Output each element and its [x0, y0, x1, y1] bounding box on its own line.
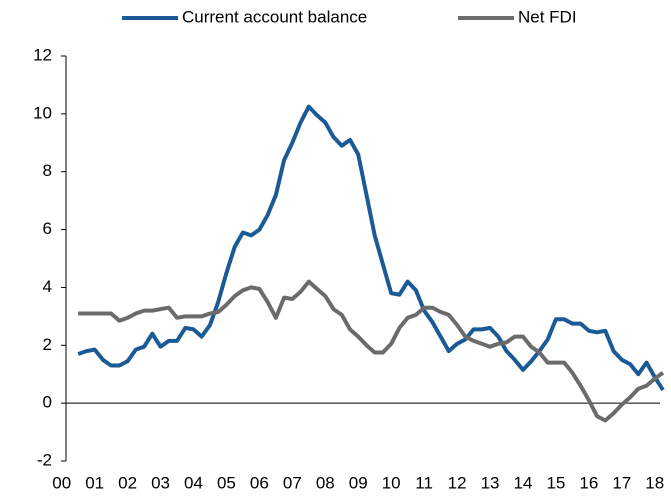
x-tick-label: 09 [349, 473, 368, 492]
x-tick-label: 13 [481, 473, 500, 492]
x-tick-label: 06 [250, 473, 269, 492]
y-tick-label: 10 [33, 103, 52, 122]
x-tick-label: 17 [612, 473, 631, 492]
y-tick-label: 12 [33, 45, 52, 64]
y-tick-label: 4 [43, 277, 52, 296]
x-tick-label: 07 [283, 473, 302, 492]
x-tick-label: 15 [546, 473, 565, 492]
legend-label: Current account balance [182, 7, 367, 26]
x-tick-label: 18 [645, 473, 664, 492]
x-tick-label: 03 [151, 473, 170, 492]
x-tick-label: 02 [118, 473, 137, 492]
y-tick-label: 6 [43, 219, 52, 238]
y-tick-label: 2 [43, 335, 52, 354]
y-tick-label: 0 [43, 393, 52, 412]
x-tick-label: 12 [448, 473, 467, 492]
x-tick-label: 04 [184, 473, 203, 492]
legend-label: Net FDI [518, 7, 577, 26]
x-tick-label: 10 [382, 473, 401, 492]
x-tick-label: 11 [415, 473, 433, 492]
x-tick-label: 08 [316, 473, 335, 492]
x-tick-label: 05 [217, 473, 236, 492]
series-line [78, 279, 665, 423]
series-line [77, 104, 665, 392]
x-tick-label: 01 [85, 473, 104, 492]
x-tick-label: 14 [514, 473, 533, 492]
x-tick-label: 16 [579, 473, 598, 492]
y-tick-label: 8 [43, 161, 52, 180]
x-tick-label: 00 [52, 473, 71, 492]
y-tick-label: -2 [37, 450, 52, 469]
